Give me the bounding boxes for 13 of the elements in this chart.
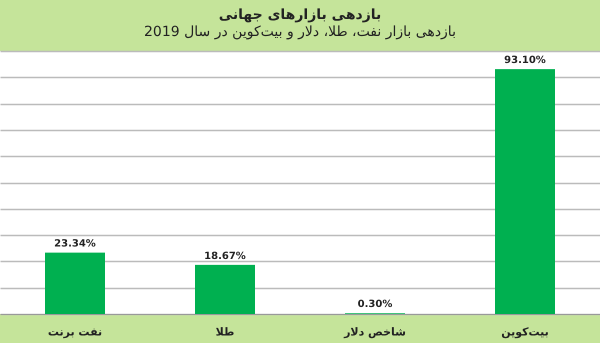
chart-subtitle: بازدهی بازار نفت، طلا، دلار و بیت‌کوین در سال 2019 — [144, 24, 456, 40]
x-tick-label: طلا — [216, 326, 234, 338]
x-tick-label: شاخص دلار — [343, 326, 406, 338]
data-label: 23.34% — [54, 238, 96, 250]
chart-title: بازدهی بازارهای جهانی — [218, 7, 382, 23]
data-label: 18.67% — [204, 250, 246, 262]
x-tick-label: نفت برنت — [48, 326, 102, 338]
bar — [45, 252, 105, 314]
data-label: 93.10% — [504, 55, 546, 66]
bar — [195, 264, 255, 314]
x-tick-label: بیت‌کوین — [501, 326, 549, 338]
data-label: 0.30% — [358, 299, 392, 310]
bar — [495, 69, 555, 314]
